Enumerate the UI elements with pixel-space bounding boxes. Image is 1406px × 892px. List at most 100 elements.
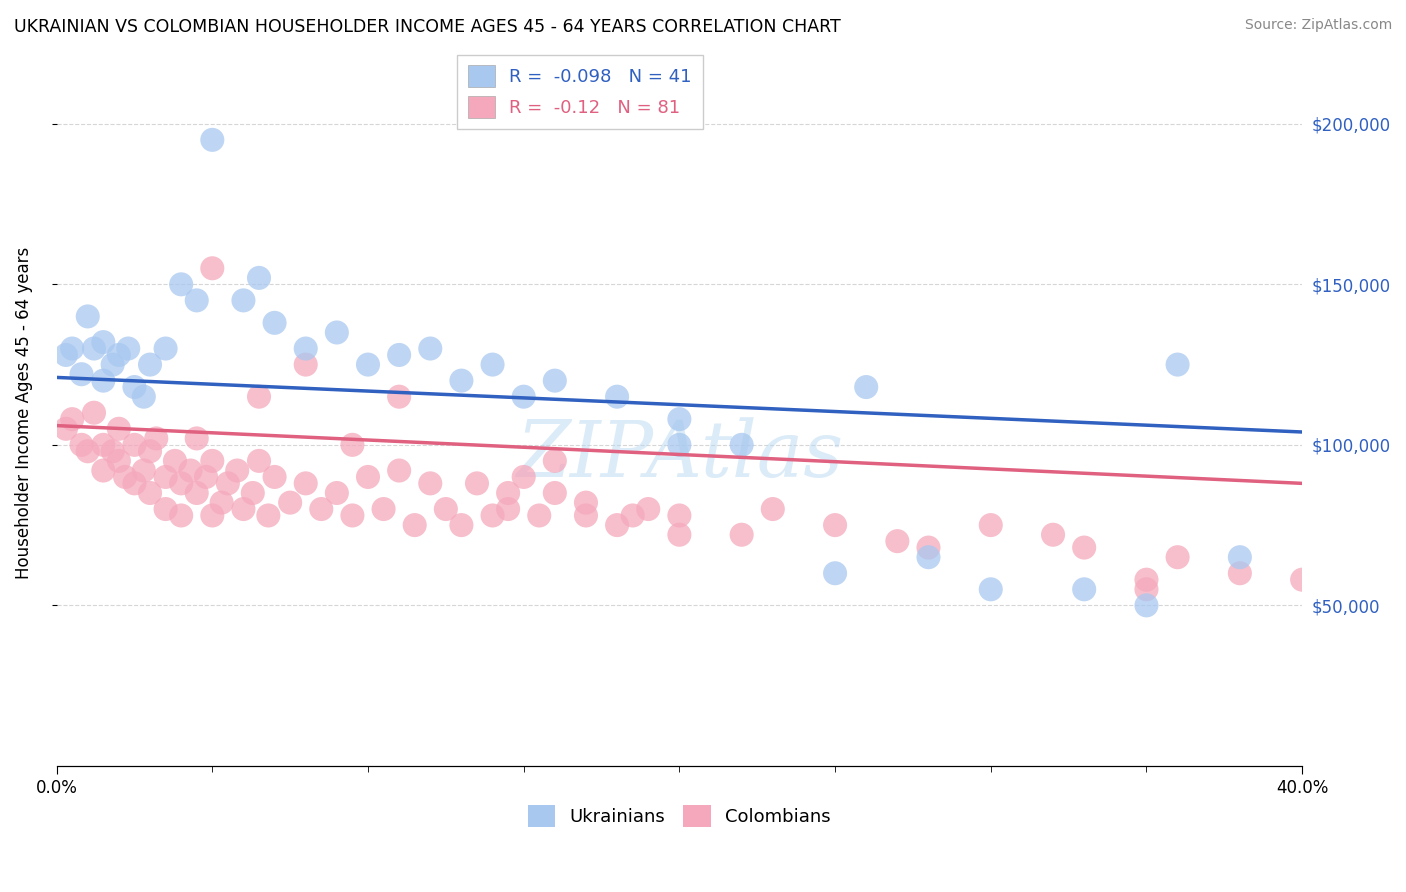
Point xyxy=(91,463,114,477)
Point xyxy=(621,508,644,523)
Point xyxy=(1135,599,1157,613)
Point xyxy=(917,541,939,555)
Point xyxy=(419,342,441,356)
Point xyxy=(1229,550,1251,565)
Point xyxy=(980,582,1002,597)
Text: UKRAINIAN VS COLOMBIAN HOUSEHOLDER INCOME AGES 45 - 64 YEARS CORRELATION CHART: UKRAINIAN VS COLOMBIAN HOUSEHOLDER INCOM… xyxy=(14,18,841,36)
Point xyxy=(606,518,628,533)
Point xyxy=(575,508,598,523)
Point xyxy=(91,438,114,452)
Point xyxy=(668,527,690,541)
Point xyxy=(1167,358,1189,372)
Point xyxy=(257,508,280,523)
Point xyxy=(342,438,364,452)
Point xyxy=(481,358,503,372)
Point xyxy=(294,342,316,356)
Point xyxy=(668,508,690,523)
Point xyxy=(132,463,155,477)
Point xyxy=(357,470,380,484)
Point xyxy=(824,566,846,581)
Point xyxy=(145,432,167,446)
Point xyxy=(201,508,224,523)
Point xyxy=(70,438,93,452)
Point xyxy=(186,486,208,500)
Point xyxy=(1042,527,1064,541)
Point xyxy=(232,293,254,308)
Point xyxy=(247,454,270,468)
Point xyxy=(179,463,201,477)
Point xyxy=(155,342,177,356)
Point xyxy=(101,358,124,372)
Point xyxy=(70,368,93,382)
Point xyxy=(91,335,114,350)
Point xyxy=(101,444,124,458)
Point xyxy=(186,293,208,308)
Point xyxy=(132,390,155,404)
Point xyxy=(311,502,333,516)
Point xyxy=(668,412,690,426)
Point xyxy=(195,470,218,484)
Point xyxy=(575,495,598,509)
Point xyxy=(465,476,488,491)
Point xyxy=(201,133,224,147)
Point xyxy=(450,518,472,533)
Point xyxy=(155,470,177,484)
Point xyxy=(124,476,146,491)
Point xyxy=(263,470,285,484)
Point xyxy=(108,422,131,436)
Point xyxy=(91,374,114,388)
Point xyxy=(108,348,131,362)
Point xyxy=(373,502,395,516)
Point xyxy=(730,438,752,452)
Point xyxy=(83,406,105,420)
Point xyxy=(294,476,316,491)
Point xyxy=(186,432,208,446)
Point xyxy=(1229,566,1251,581)
Point xyxy=(1073,541,1095,555)
Point xyxy=(211,495,233,509)
Point xyxy=(114,470,136,484)
Point xyxy=(60,342,83,356)
Point xyxy=(342,508,364,523)
Point xyxy=(357,358,380,372)
Point xyxy=(247,271,270,285)
Point xyxy=(55,422,77,436)
Point xyxy=(232,502,254,516)
Point xyxy=(201,454,224,468)
Point xyxy=(668,438,690,452)
Point xyxy=(326,326,349,340)
Text: Source: ZipAtlas.com: Source: ZipAtlas.com xyxy=(1244,18,1392,32)
Point xyxy=(117,342,139,356)
Point xyxy=(886,534,908,549)
Point xyxy=(139,486,162,500)
Point xyxy=(512,390,534,404)
Point xyxy=(1135,573,1157,587)
Point xyxy=(76,310,98,324)
Point xyxy=(637,502,659,516)
Point xyxy=(496,486,519,500)
Point xyxy=(226,463,249,477)
Point xyxy=(481,508,503,523)
Point xyxy=(170,508,193,523)
Point xyxy=(217,476,239,491)
Point xyxy=(762,502,785,516)
Point xyxy=(1073,582,1095,597)
Point xyxy=(278,495,301,509)
Point xyxy=(388,348,411,362)
Point xyxy=(124,438,146,452)
Point xyxy=(139,444,162,458)
Point xyxy=(326,486,349,500)
Point xyxy=(201,261,224,276)
Legend: Ukrainians, Colombians: Ukrainians, Colombians xyxy=(520,798,838,835)
Point xyxy=(544,374,567,388)
Point xyxy=(388,463,411,477)
Point xyxy=(544,486,567,500)
Point xyxy=(108,454,131,468)
Point xyxy=(242,486,264,500)
Point xyxy=(1135,582,1157,597)
Point xyxy=(76,444,98,458)
Point xyxy=(419,476,441,491)
Point xyxy=(163,454,186,468)
Point xyxy=(496,502,519,516)
Point xyxy=(1291,573,1313,587)
